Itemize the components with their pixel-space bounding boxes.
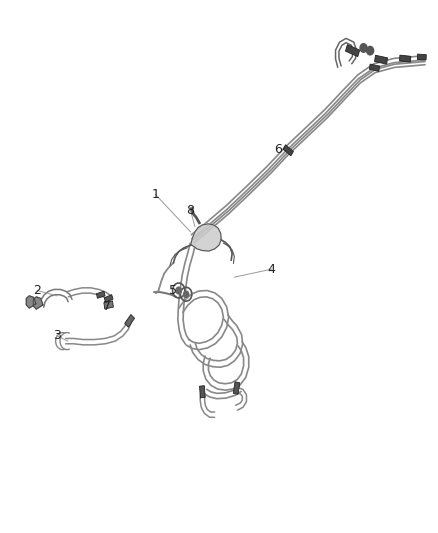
Bar [374,55,388,64]
Text: 3: 3 [53,329,61,342]
Polygon shape [191,224,221,251]
Text: 8: 8 [187,204,194,217]
Bar [104,301,113,309]
Bar [283,145,293,156]
Polygon shape [26,296,36,308]
Text: 6: 6 [274,143,282,156]
Bar [233,382,240,394]
Bar [104,295,113,302]
Text: 1: 1 [152,188,159,201]
Text: 5: 5 [169,284,177,297]
Circle shape [360,44,367,52]
Text: 4: 4 [268,263,276,276]
Bar [96,291,105,298]
Circle shape [184,291,189,297]
Circle shape [367,46,374,55]
Text: 7: 7 [103,300,111,313]
Bar [417,54,426,60]
Bar [125,314,134,327]
Bar [200,386,205,398]
Bar [369,64,380,71]
Bar [346,45,360,56]
Text: 2: 2 [33,284,41,297]
Bar [399,55,411,62]
Polygon shape [33,297,43,309]
Circle shape [176,287,181,294]
